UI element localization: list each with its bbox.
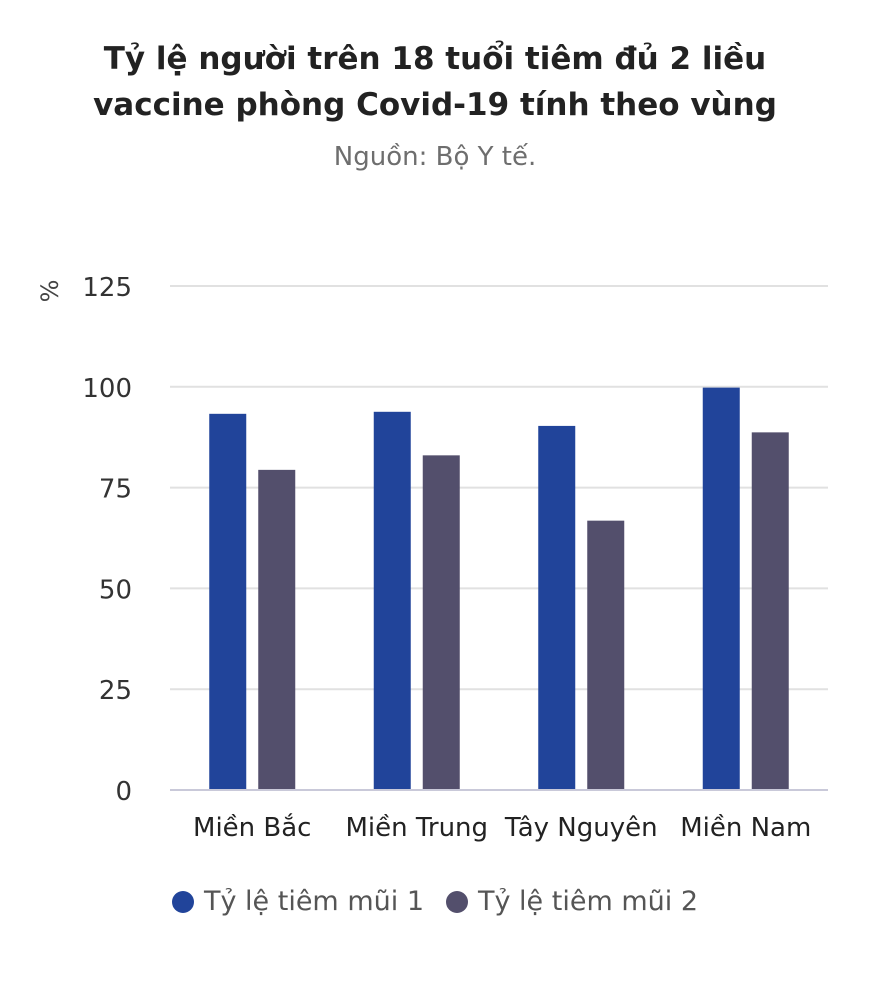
chart-title-line-2: vaccine phòng Covid-19 tính theo vùng bbox=[93, 87, 777, 123]
chart-title: Tỷ lệ người trên 18 tuổi tiêm đủ 2 liều … bbox=[0, 36, 870, 128]
legend-item: Tỷ lệ tiêm mũi 2 bbox=[446, 886, 698, 917]
bar-1-1 bbox=[209, 413, 247, 790]
y-axis-ticks: 0 25 50 75 100 125 bbox=[82, 273, 132, 807]
chart-title-line-1: Tỷ lệ người trên 18 tuổi tiêm đủ 2 liều bbox=[103, 41, 767, 77]
bar-2-4 bbox=[751, 432, 789, 790]
legend-swatch bbox=[446, 890, 468, 913]
category-label: Miền Bắc bbox=[193, 812, 311, 843]
legend-label: Tỷ lệ tiêm mũi 1 bbox=[203, 886, 424, 917]
bar-chart: 0 25 50 75 100 125 % Miền Bắc Miền Trung Tây Ng… bbox=[36, 273, 828, 843]
category-label: Miền Nam bbox=[680, 813, 811, 843]
legend-item: Tỷ lệ tiêm mũi 1 bbox=[171, 886, 424, 917]
y-tick-label: 100 bbox=[82, 374, 132, 404]
y-axis-label: % bbox=[36, 280, 64, 303]
y-tick-label: 25 bbox=[99, 676, 132, 706]
y-tick-label: 75 bbox=[99, 475, 132, 505]
y-tick-label: 50 bbox=[99, 575, 132, 605]
bar-1-4 bbox=[702, 387, 740, 790]
legend: Tỷ lệ tiêm mũi 1 Tỷ lệ tiêm mũi 2 bbox=[0, 886, 870, 917]
bar-2-1 bbox=[258, 469, 296, 790]
bars bbox=[209, 387, 789, 790]
category-labels: Miền Bắc Miền Trung Tây Nguyên Miền Nam bbox=[193, 812, 811, 843]
bar-1-2 bbox=[373, 411, 411, 790]
bar-1-3 bbox=[538, 425, 576, 790]
bar-2-2 bbox=[422, 455, 460, 790]
chart-subtitle: Nguồn: Bộ Y tế. bbox=[333, 142, 537, 172]
legend-swatch bbox=[171, 890, 194, 913]
bar-2-3 bbox=[587, 520, 625, 790]
category-label: Miền Trung bbox=[345, 813, 488, 843]
y-tick-label: 0 bbox=[115, 777, 132, 807]
category-label: Tây Nguyên bbox=[504, 813, 658, 843]
y-tick-label: 125 bbox=[82, 273, 132, 303]
legend-label: Tỷ lệ tiêm mũi 2 bbox=[478, 886, 699, 917]
